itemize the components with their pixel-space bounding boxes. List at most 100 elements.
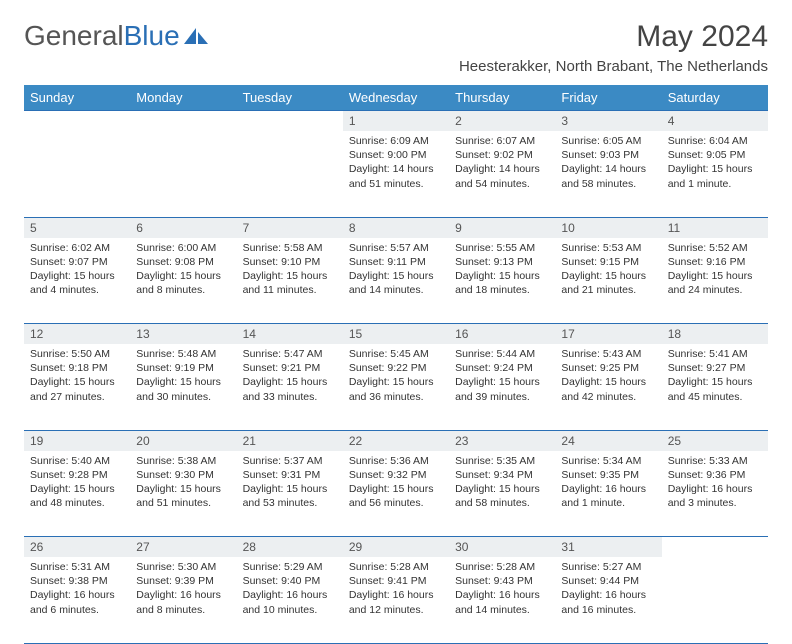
day-content-cell — [237, 131, 343, 217]
day-content-cell: Sunrise: 5:58 AMSunset: 9:10 PMDaylight:… — [237, 238, 343, 324]
day-content-row: Sunrise: 5:40 AMSunset: 9:28 PMDaylight:… — [24, 451, 768, 537]
day-content-cell: Sunrise: 5:53 AMSunset: 9:15 PMDaylight:… — [555, 238, 661, 324]
brand-part1: General — [24, 20, 124, 52]
day-content-cell: Sunrise: 5:36 AMSunset: 9:32 PMDaylight:… — [343, 451, 449, 537]
day-number-cell — [237, 111, 343, 132]
day-content-cell: Sunrise: 5:35 AMSunset: 9:34 PMDaylight:… — [449, 451, 555, 537]
sun-times: Sunrise: 5:38 AMSunset: 9:30 PMDaylight:… — [130, 451, 236, 516]
day-content-cell: Sunrise: 5:50 AMSunset: 9:18 PMDaylight:… — [24, 344, 130, 430]
day-number-cell: 24 — [555, 430, 661, 451]
day-content-cell: Sunrise: 5:28 AMSunset: 9:41 PMDaylight:… — [343, 557, 449, 643]
day-number-row: 567891011 — [24, 217, 768, 238]
day-content-cell: Sunrise: 6:05 AMSunset: 9:03 PMDaylight:… — [555, 131, 661, 217]
day-content-cell: Sunrise: 5:57 AMSunset: 9:11 PMDaylight:… — [343, 238, 449, 324]
sun-times: Sunrise: 6:07 AMSunset: 9:02 PMDaylight:… — [449, 131, 555, 196]
sun-times: Sunrise: 5:43 AMSunset: 9:25 PMDaylight:… — [555, 344, 661, 409]
page-title: May 2024 — [636, 20, 768, 54]
sun-times: Sunrise: 5:45 AMSunset: 9:22 PMDaylight:… — [343, 344, 449, 409]
day-number-cell: 25 — [662, 430, 768, 451]
day-number-cell: 3 — [555, 111, 661, 132]
sun-times: Sunrise: 5:55 AMSunset: 9:13 PMDaylight:… — [449, 238, 555, 303]
day-number-cell: 28 — [237, 537, 343, 558]
calendar-table: SundayMondayTuesdayWednesdayThursdayFrid… — [24, 85, 768, 644]
day-content-cell: Sunrise: 6:02 AMSunset: 9:07 PMDaylight:… — [24, 238, 130, 324]
day-content-cell: Sunrise: 5:29 AMSunset: 9:40 PMDaylight:… — [237, 557, 343, 643]
day-content-cell: Sunrise: 5:52 AMSunset: 9:16 PMDaylight:… — [662, 238, 768, 324]
day-content-row: Sunrise: 6:02 AMSunset: 9:07 PMDaylight:… — [24, 238, 768, 324]
day-content-cell: Sunrise: 6:00 AMSunset: 9:08 PMDaylight:… — [130, 238, 236, 324]
day-content-cell: Sunrise: 5:44 AMSunset: 9:24 PMDaylight:… — [449, 344, 555, 430]
sun-times: Sunrise: 5:34 AMSunset: 9:35 PMDaylight:… — [555, 451, 661, 516]
day-number-cell — [24, 111, 130, 132]
day-number-cell: 27 — [130, 537, 236, 558]
day-number-cell: 16 — [449, 324, 555, 345]
day-content-cell: Sunrise: 5:47 AMSunset: 9:21 PMDaylight:… — [237, 344, 343, 430]
day-number-cell: 5 — [24, 217, 130, 238]
sun-times: Sunrise: 5:35 AMSunset: 9:34 PMDaylight:… — [449, 451, 555, 516]
sun-times: Sunrise: 5:36 AMSunset: 9:32 PMDaylight:… — [343, 451, 449, 516]
day-content-cell: Sunrise: 5:27 AMSunset: 9:44 PMDaylight:… — [555, 557, 661, 643]
sun-times: Sunrise: 5:58 AMSunset: 9:10 PMDaylight:… — [237, 238, 343, 303]
day-number-row: 1234 — [24, 111, 768, 132]
day-number-row: 19202122232425 — [24, 430, 768, 451]
weekday-header: Tuesday — [237, 85, 343, 111]
day-content-cell: Sunrise: 5:45 AMSunset: 9:22 PMDaylight:… — [343, 344, 449, 430]
day-number-cell: 15 — [343, 324, 449, 345]
day-content-cell: Sunrise: 5:43 AMSunset: 9:25 PMDaylight:… — [555, 344, 661, 430]
day-number-cell: 12 — [24, 324, 130, 345]
day-content-cell: Sunrise: 5:38 AMSunset: 9:30 PMDaylight:… — [130, 451, 236, 537]
day-number-cell: 20 — [130, 430, 236, 451]
day-number-cell: 13 — [130, 324, 236, 345]
day-number-row: 12131415161718 — [24, 324, 768, 345]
day-content-row: Sunrise: 6:09 AMSunset: 9:00 PMDaylight:… — [24, 131, 768, 217]
day-number-cell: 1 — [343, 111, 449, 132]
day-number-cell: 17 — [555, 324, 661, 345]
day-number-cell: 7 — [237, 217, 343, 238]
sun-times: Sunrise: 6:05 AMSunset: 9:03 PMDaylight:… — [555, 131, 661, 196]
day-content-cell: Sunrise: 5:41 AMSunset: 9:27 PMDaylight:… — [662, 344, 768, 430]
day-number-cell: 4 — [662, 111, 768, 132]
sun-times: Sunrise: 5:44 AMSunset: 9:24 PMDaylight:… — [449, 344, 555, 409]
sail-icon — [182, 26, 212, 46]
day-number-cell: 31 — [555, 537, 661, 558]
day-content-cell: Sunrise: 6:07 AMSunset: 9:02 PMDaylight:… — [449, 131, 555, 217]
sun-times: Sunrise: 6:04 AMSunset: 9:05 PMDaylight:… — [662, 131, 768, 196]
weekday-header: Thursday — [449, 85, 555, 111]
day-number-cell: 21 — [237, 430, 343, 451]
day-number-cell: 2 — [449, 111, 555, 132]
day-number-cell — [130, 111, 236, 132]
day-content-cell: Sunrise: 5:33 AMSunset: 9:36 PMDaylight:… — [662, 451, 768, 537]
sun-times: Sunrise: 5:53 AMSunset: 9:15 PMDaylight:… — [555, 238, 661, 303]
day-content-cell: Sunrise: 5:48 AMSunset: 9:19 PMDaylight:… — [130, 344, 236, 430]
weekday-header-row: SundayMondayTuesdayWednesdayThursdayFrid… — [24, 85, 768, 111]
weekday-header: Saturday — [662, 85, 768, 111]
day-content-cell: Sunrise: 5:55 AMSunset: 9:13 PMDaylight:… — [449, 238, 555, 324]
day-content-cell — [130, 131, 236, 217]
day-content-row: Sunrise: 5:50 AMSunset: 9:18 PMDaylight:… — [24, 344, 768, 430]
brand-part2: Blue — [124, 20, 180, 52]
day-content-cell: Sunrise: 5:28 AMSunset: 9:43 PMDaylight:… — [449, 557, 555, 643]
sun-times: Sunrise: 6:00 AMSunset: 9:08 PMDaylight:… — [130, 238, 236, 303]
day-number-cell: 10 — [555, 217, 661, 238]
day-number-cell: 11 — [662, 217, 768, 238]
sun-times: Sunrise: 6:02 AMSunset: 9:07 PMDaylight:… — [24, 238, 130, 303]
sun-times: Sunrise: 6:09 AMSunset: 9:00 PMDaylight:… — [343, 131, 449, 196]
sun-times: Sunrise: 5:52 AMSunset: 9:16 PMDaylight:… — [662, 238, 768, 303]
day-number-cell: 6 — [130, 217, 236, 238]
weekday-header: Sunday — [24, 85, 130, 111]
sun-times: Sunrise: 5:33 AMSunset: 9:36 PMDaylight:… — [662, 451, 768, 516]
day-content-row: Sunrise: 5:31 AMSunset: 9:38 PMDaylight:… — [24, 557, 768, 643]
location-subtitle: Heesterakker, North Brabant, The Netherl… — [24, 58, 768, 75]
day-content-cell: Sunrise: 5:31 AMSunset: 9:38 PMDaylight:… — [24, 557, 130, 643]
day-content-cell: Sunrise: 6:04 AMSunset: 9:05 PMDaylight:… — [662, 131, 768, 217]
weekday-header: Wednesday — [343, 85, 449, 111]
day-content-cell: Sunrise: 5:40 AMSunset: 9:28 PMDaylight:… — [24, 451, 130, 537]
day-number-cell: 30 — [449, 537, 555, 558]
brand-logo: GeneralBlue — [24, 20, 212, 52]
day-number-cell — [662, 537, 768, 558]
day-number-cell: 26 — [24, 537, 130, 558]
day-content-cell: Sunrise: 5:30 AMSunset: 9:39 PMDaylight:… — [130, 557, 236, 643]
day-number-cell: 9 — [449, 217, 555, 238]
sun-times: Sunrise: 5:50 AMSunset: 9:18 PMDaylight:… — [24, 344, 130, 409]
sun-times: Sunrise: 5:37 AMSunset: 9:31 PMDaylight:… — [237, 451, 343, 516]
